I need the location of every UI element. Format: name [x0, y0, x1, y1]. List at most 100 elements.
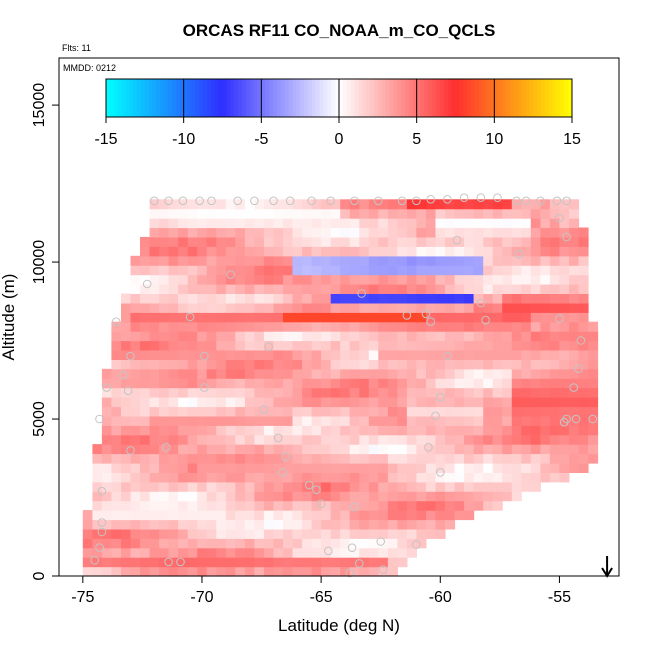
colorbar-segment [370, 79, 375, 117]
heatmap-cell [330, 274, 341, 285]
heatmap-cell [349, 265, 360, 276]
heatmap-cell [502, 472, 513, 483]
heatmap-cell [387, 208, 398, 219]
heatmap-cell [435, 312, 446, 323]
colorbar-segment [323, 79, 328, 117]
heatmap-cell [140, 510, 151, 521]
heatmap-cell [406, 227, 417, 238]
heatmap-cell [178, 274, 189, 285]
heatmap-cell [464, 227, 475, 238]
heatmap-cell [225, 350, 236, 360]
heatmap-cell [121, 415, 132, 426]
observation-point [119, 370, 128, 380]
heatmap-cell [292, 293, 303, 304]
heatmap-cell [540, 284, 551, 294]
heatmap-cell [273, 387, 284, 398]
observation-point [90, 556, 99, 565]
heatmap-cell [378, 331, 389, 342]
heatmap-cell [206, 218, 217, 229]
heatmap-cell [244, 218, 255, 229]
heatmap-cell [216, 302, 227, 313]
heatmap-cell [216, 350, 227, 360]
heatmap-cell [406, 528, 417, 539]
heatmap-cell [464, 208, 475, 219]
heatmap-cell [578, 368, 589, 379]
heatmap-cell [559, 265, 570, 276]
heatmap-cell [549, 350, 560, 360]
heatmap-cell [464, 387, 475, 398]
heatmap-cell [397, 293, 408, 304]
colorbar-segment [253, 79, 258, 117]
heatmap-cell [521, 350, 532, 360]
heatmap-cell [197, 274, 208, 285]
heatmap-cell [406, 387, 417, 398]
heatmap-cell [140, 481, 151, 492]
colorbar-segment [436, 79, 441, 117]
heatmap-cell [244, 538, 255, 549]
heatmap-cell [121, 368, 132, 379]
heatmap-cell [302, 368, 313, 379]
colorbar-segment [172, 79, 177, 117]
heatmap-cell [588, 453, 599, 464]
heatmap-cell [82, 547, 93, 558]
colorbar-segment [319, 79, 324, 117]
heatmap-cell [445, 472, 456, 483]
colorbar-segment [300, 79, 305, 117]
heatmap-cell [273, 547, 284, 558]
heatmap-cell [387, 463, 398, 473]
heatmap-cell [540, 444, 551, 455]
heatmap-cell [483, 434, 494, 445]
colorbar-segment [304, 79, 309, 117]
heatmap-cell [197, 491, 208, 502]
heatmap-cell [530, 312, 541, 323]
heatmap-cell [464, 463, 475, 473]
heatmap-cell [349, 557, 360, 568]
heatmap-cell [530, 340, 541, 351]
heatmap-cell [130, 491, 141, 502]
heatmap-cell [454, 227, 465, 238]
heatmap-cell [216, 359, 227, 370]
heatmap-cell [330, 510, 341, 521]
observation-point [412, 196, 421, 206]
heatmap-cell [302, 566, 313, 577]
colorbar-segment [296, 79, 301, 117]
heatmap-cell [216, 218, 227, 229]
heatmap-cell [378, 321, 389, 332]
heatmap-cell [454, 463, 465, 473]
heatmap-cell [130, 434, 141, 445]
observation-point [421, 309, 431, 319]
heatmap-cell [225, 557, 236, 568]
heatmap-cell [330, 406, 341, 417]
heatmap-cell [330, 481, 341, 492]
heatmap-cell [292, 547, 303, 558]
colorbar-segment [140, 79, 146, 117]
heatmap-cell [540, 274, 551, 285]
heatmap-cell [159, 331, 170, 342]
heatmap-cell [406, 302, 417, 313]
heatmap-cell [549, 293, 560, 304]
heatmap-cell [387, 415, 398, 426]
heatmap-cell [406, 368, 417, 379]
heatmap-cell [454, 425, 465, 436]
heatmap-cell [263, 566, 274, 577]
heatmap-cell [149, 425, 160, 436]
heatmap-cell [311, 453, 322, 464]
heatmap-cell [397, 274, 408, 285]
heatmap-cell [368, 538, 379, 549]
heatmap-cell [178, 444, 189, 455]
heatmap-cell [502, 218, 513, 229]
heatmap-cell [159, 208, 170, 219]
heatmap-cell [521, 302, 532, 313]
heatmap-cell [521, 265, 532, 276]
heatmap-cell [244, 208, 255, 219]
heatmap-cell [445, 331, 456, 342]
heatmap-cell [178, 406, 189, 417]
heatmap-cell [559, 293, 570, 304]
heatmap-cell [464, 302, 475, 313]
heatmap-cell [387, 312, 398, 323]
heatmap-cell [216, 500, 227, 511]
heatmap-cell [426, 331, 437, 342]
heatmap-cell [521, 340, 532, 351]
heatmap-cell [540, 415, 551, 426]
heatmap-cell [559, 359, 570, 370]
